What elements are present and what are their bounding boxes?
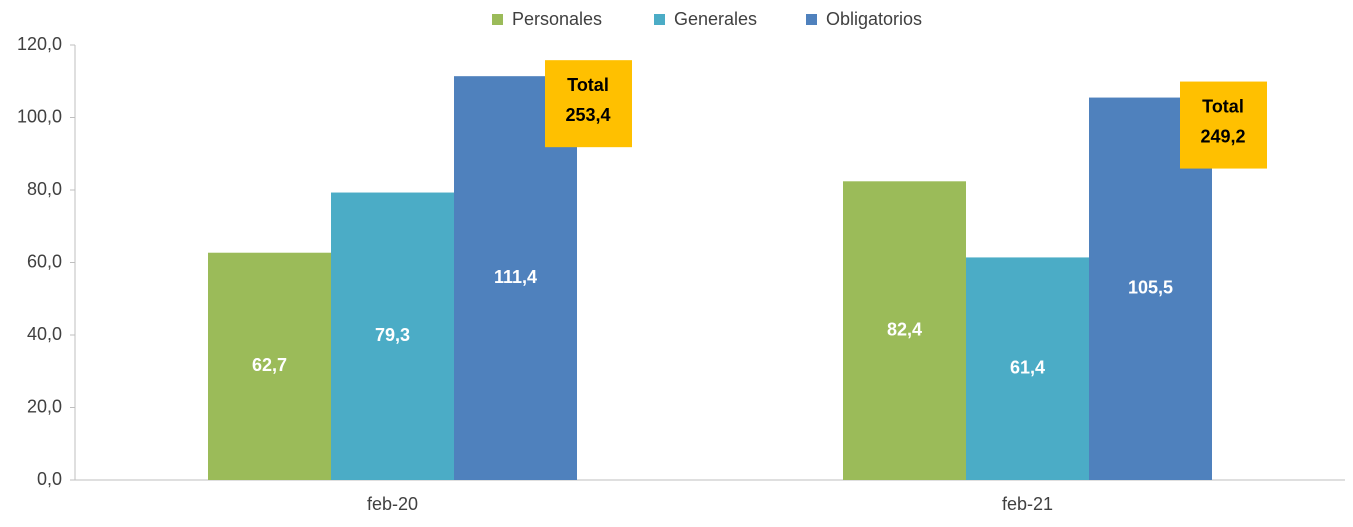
total-title: Total	[1202, 96, 1244, 116]
bar	[966, 257, 1089, 480]
y-tick-label: 120,0	[17, 34, 62, 54]
y-tick-label: 20,0	[27, 396, 62, 416]
total-title: Total	[567, 75, 609, 95]
x-tick-label: feb-20	[367, 494, 418, 514]
total-box	[1180, 81, 1267, 169]
legend-label: Obligatorios	[826, 9, 922, 29]
total-value: 249,2	[1200, 126, 1245, 146]
y-tick-label: 0,0	[37, 469, 62, 489]
total-value: 253,4	[565, 105, 610, 125]
data-label: 62,7	[252, 355, 287, 375]
total-box	[545, 60, 632, 148]
data-label: 82,4	[887, 319, 922, 339]
bar	[843, 181, 966, 481]
y-tick-label: 100,0	[17, 106, 62, 126]
y-tick-label: 40,0	[27, 324, 62, 344]
legend-label: Generales	[674, 9, 757, 29]
y-tick-label: 80,0	[27, 179, 62, 199]
x-tick-label: feb-21	[1002, 494, 1053, 514]
legend-swatch	[492, 14, 503, 25]
data-label: 61,4	[1010, 357, 1045, 377]
data-label: 111,4	[494, 267, 537, 287]
legend-label: Personales	[512, 9, 602, 29]
legend-swatch	[806, 14, 817, 25]
bar	[331, 192, 454, 480]
bar	[208, 252, 331, 480]
legend-swatch	[654, 14, 665, 25]
data-label: 79,3	[375, 325, 410, 345]
data-label: 105,5	[1128, 278, 1173, 298]
y-tick-label: 60,0	[27, 251, 62, 271]
